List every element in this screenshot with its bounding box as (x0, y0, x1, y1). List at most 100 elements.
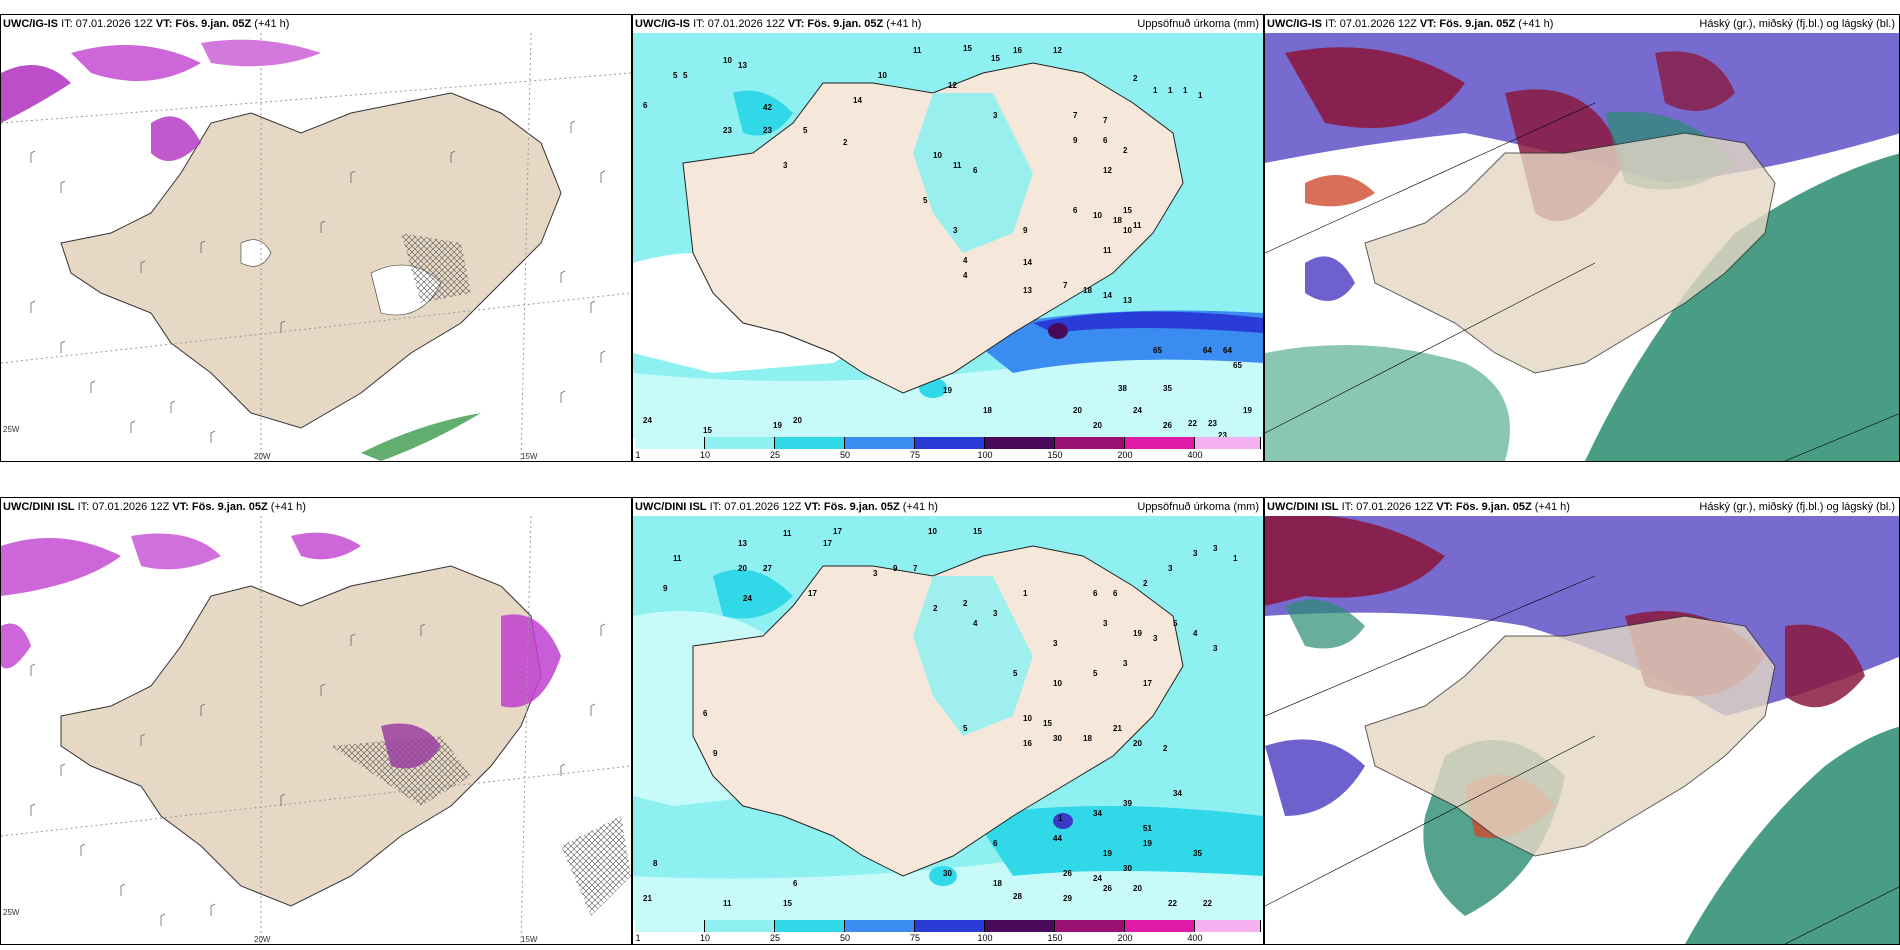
svg-text:3: 3 (783, 161, 788, 170)
svg-text:23: 23 (1218, 431, 1227, 438)
panel-header: UWC/IG-IS IT: 07.01.2026 12Z VT: Fös. 9.… (1267, 18, 1554, 30)
legend-swatch (985, 920, 1055, 932)
legend-swatch (705, 437, 775, 449)
svg-text:13: 13 (1123, 296, 1132, 305)
svg-text:64: 64 (1203, 346, 1212, 355)
svg-text:14: 14 (1023, 258, 1032, 267)
panel-header: UWC/DINI ISL IT: 07.01.2026 12Z VT: Fös.… (3, 501, 306, 513)
lon-label-25w: 25W (3, 908, 20, 917)
legend-swatch (985, 437, 1055, 449)
legend-swatch (845, 437, 915, 449)
svg-text:2: 2 (1123, 146, 1128, 155)
legend-label: 400 (1187, 450, 1203, 460)
svg-text:6: 6 (1073, 206, 1078, 215)
svg-text:11: 11 (1103, 246, 1112, 255)
svg-text:15: 15 (973, 527, 982, 536)
svg-text:11: 11 (783, 529, 792, 538)
legend-label: 50 (839, 450, 851, 460)
svg-text:20: 20 (1133, 884, 1142, 893)
panel-header: UWC/IG-IS IT: 07.01.2026 12Z VT: Fös. 9.… (635, 18, 922, 30)
svg-text:3: 3 (1123, 659, 1128, 668)
svg-text:34: 34 (1093, 809, 1102, 818)
svg-text:3: 3 (1103, 619, 1108, 628)
svg-text:1: 1 (1233, 554, 1238, 563)
svg-text:3: 3 (1168, 564, 1173, 573)
legend-label: 50 (839, 933, 851, 943)
svg-text:44: 44 (1053, 834, 1062, 843)
svg-text:30: 30 (1123, 864, 1132, 873)
svg-text:10: 10 (878, 71, 887, 80)
svg-text:11: 11 (953, 161, 962, 170)
svg-text:27: 27 (763, 564, 772, 573)
svg-text:5: 5 (1093, 669, 1098, 678)
svg-text:2: 2 (1163, 744, 1168, 753)
svg-text:5: 5 (1173, 619, 1178, 628)
svg-text:15: 15 (783, 899, 792, 908)
svg-text:65: 65 (1153, 346, 1162, 355)
svg-text:23: 23 (763, 126, 772, 135)
svg-text:24: 24 (1133, 406, 1142, 415)
svg-text:6: 6 (1093, 589, 1098, 598)
svg-text:8: 8 (653, 859, 658, 868)
panel-title: Háský (gr.), miðský (fj.bl.) og lágský (… (1699, 501, 1895, 513)
svg-text:1: 1 (1183, 86, 1188, 95)
legend-swatch (1055, 920, 1125, 932)
svg-text:2: 2 (1133, 74, 1138, 83)
svg-text:4: 4 (973, 619, 978, 628)
svg-text:10: 10 (1123, 226, 1132, 235)
svg-text:17: 17 (823, 539, 832, 548)
svg-text:11: 11 (723, 899, 732, 908)
svg-text:2: 2 (1143, 579, 1148, 588)
legend-label: 75 (909, 933, 921, 943)
svg-text:7: 7 (1063, 281, 1068, 290)
panel-title: Uppsöfnuð úrkoma (mm) (1137, 18, 1259, 30)
svg-text:26: 26 (1103, 884, 1112, 893)
svg-text:20: 20 (793, 416, 802, 425)
svg-text:9: 9 (1023, 226, 1028, 235)
svg-text:34: 34 (1173, 789, 1182, 798)
svg-text:14: 14 (853, 96, 862, 105)
legend-swatch (705, 920, 775, 932)
wind-map (1, 33, 631, 461)
svg-text:4: 4 (963, 271, 968, 280)
svg-text:2: 2 (933, 604, 938, 613)
svg-text:18: 18 (983, 406, 992, 415)
cloud-map (1265, 516, 1899, 944)
panel-wind-dini: UWC/DINI ISL IT: 07.01.2026 12Z VT: Fös.… (0, 497, 632, 945)
svg-text:17: 17 (808, 589, 817, 598)
svg-text:19: 19 (773, 421, 782, 430)
svg-text:13: 13 (1023, 286, 1032, 295)
legend-label: 10 (699, 450, 711, 460)
svg-text:51: 51 (1143, 824, 1152, 833)
svg-text:23: 23 (723, 126, 732, 135)
svg-text:6: 6 (973, 166, 978, 175)
svg-text:22: 22 (1168, 899, 1177, 908)
legend-swatch (915, 920, 985, 932)
svg-text:35: 35 (1163, 384, 1172, 393)
svg-text:15: 15 (991, 54, 1000, 63)
svg-text:4: 4 (1193, 629, 1198, 638)
legend-swatch (775, 437, 845, 449)
svg-text:15: 15 (1123, 206, 1132, 215)
svg-text:17: 17 (833, 527, 842, 536)
legend-label: 1 (635, 450, 641, 460)
svg-text:18: 18 (1113, 216, 1122, 225)
svg-text:3: 3 (1153, 634, 1158, 643)
svg-text:9: 9 (893, 564, 898, 573)
svg-text:9: 9 (1073, 136, 1078, 145)
svg-text:20: 20 (1093, 421, 1102, 430)
svg-text:16: 16 (1023, 739, 1032, 748)
legend-label: 400 (1187, 933, 1203, 943)
svg-text:6: 6 (643, 101, 648, 110)
svg-text:6: 6 (1103, 136, 1108, 145)
svg-text:9: 9 (663, 584, 668, 593)
svg-text:17: 17 (1143, 679, 1152, 688)
svg-text:19: 19 (1103, 849, 1112, 858)
legend-swatch (1055, 437, 1125, 449)
svg-text:19: 19 (943, 386, 952, 395)
legend-swatch (775, 920, 845, 932)
panel-clouds-dini: UWC/DINI ISL IT: 07.01.2026 12Z VT: Fös.… (1264, 497, 1900, 945)
svg-text:30: 30 (1053, 734, 1062, 743)
svg-text:9: 9 (713, 749, 718, 758)
